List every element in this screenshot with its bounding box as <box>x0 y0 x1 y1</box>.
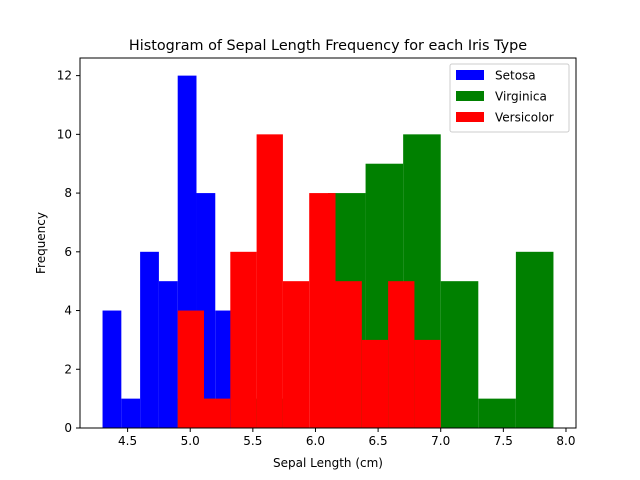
y-tick-label: 2 <box>64 362 72 376</box>
bars-layer <box>102 75 554 428</box>
x-tick-label: 5.5 <box>243 434 262 448</box>
x-tick-label: 4.5 <box>118 434 137 448</box>
x-tick-label: 7.0 <box>431 434 450 448</box>
y-tick-label: 8 <box>64 186 72 200</box>
legend: Setosa Virginica Versicolor <box>449 63 570 133</box>
bar-versicolor-2 <box>230 251 257 428</box>
bar-setosa-3 <box>158 281 178 428</box>
y-tick-label: 4 <box>64 304 72 318</box>
y-tick-label: 0 <box>64 421 72 435</box>
bar-versicolor-6 <box>335 281 362 428</box>
x-tick-label: 6.5 <box>369 434 388 448</box>
bar-versicolor-8 <box>388 281 415 428</box>
legend-label-versicolor: Versicolor <box>495 111 554 125</box>
y-tick-label: 6 <box>64 245 72 259</box>
legend-swatch-setosa <box>456 70 484 80</box>
bar-virginica-8 <box>478 398 516 428</box>
bar-setosa-1 <box>121 398 141 428</box>
plot-frame <box>79 57 577 429</box>
bar-versicolor-4 <box>282 281 310 428</box>
x-axis-label: Sepal Length (cm) <box>273 456 383 470</box>
chart-title: Histogram of Sepal Length Frequency for … <box>129 38 527 54</box>
legend-swatch-versicolor <box>456 112 484 122</box>
bar-versicolor-3 <box>256 134 283 428</box>
y-tick-label: 12 <box>57 69 72 83</box>
bar-virginica-9 <box>515 251 554 428</box>
x-tick-label: 7.5 <box>494 434 513 448</box>
legend-label-virginica: Virginica <box>495 90 547 104</box>
bar-versicolor-0 <box>177 310 204 428</box>
x-axis: 4.5 5.0 5.5 6.0 6.5 7.0 7.5 8.0 <box>118 428 576 448</box>
bar-setosa-2 <box>140 251 159 428</box>
y-axis-label: Frequency <box>34 212 48 274</box>
bar-setosa-0 <box>102 310 122 428</box>
bar-virginica-7 <box>440 281 479 428</box>
y-tick-label: 10 <box>57 127 72 141</box>
x-tick-label: 5.0 <box>181 434 200 448</box>
x-tick-label: 8.0 <box>556 434 575 448</box>
x-tick-label: 6.0 <box>306 434 325 448</box>
bar-versicolor-9 <box>414 339 441 428</box>
bar-versicolor-5 <box>309 193 336 428</box>
legend-swatch-virginica <box>456 91 484 101</box>
legend-label-setosa: Setosa <box>495 69 536 83</box>
series-versicolor <box>177 134 441 428</box>
bar-versicolor-1 <box>204 398 231 428</box>
bar-versicolor-7 <box>361 339 389 428</box>
y-axis: 0 2 4 6 8 10 12 <box>57 69 80 435</box>
